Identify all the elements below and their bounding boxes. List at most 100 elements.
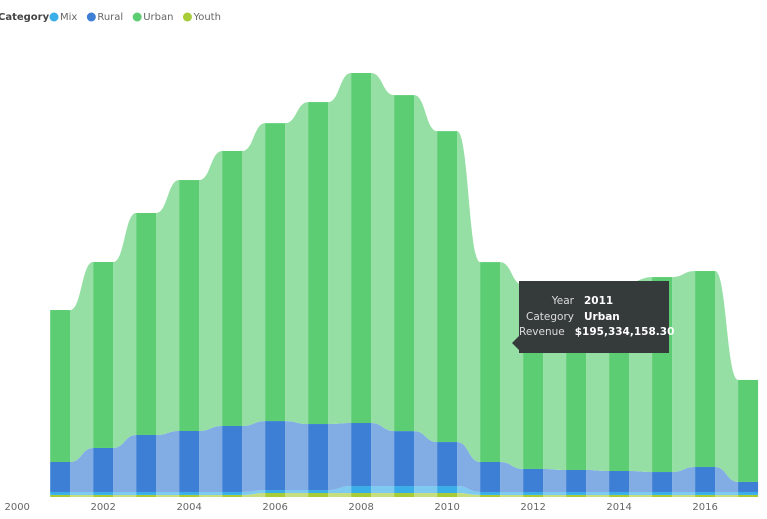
ribbon: [113, 491, 137, 495]
bar-segment: [351, 486, 372, 494]
ribbon: [500, 494, 524, 497]
ribbon: [586, 494, 610, 497]
ribbon: [414, 493, 438, 497]
bar-segment: [265, 421, 286, 491]
bar-segment: [222, 425, 243, 492]
x-tick-label: 2008: [348, 502, 373, 513]
bar-segment: [609, 471, 630, 492]
bar-segment: [523, 468, 544, 492]
bar-segment: [50, 491, 71, 495]
x-tick-label: 2000: [4, 502, 29, 513]
ribbon: [457, 131, 481, 462]
bar-segment: [566, 494, 587, 497]
ribbon: [328, 486, 352, 494]
ribbon: [70, 494, 94, 497]
bar-segment: [480, 262, 501, 462]
bar-segment: [136, 434, 157, 492]
ribbon: [70, 262, 94, 462]
bar-segment: [93, 262, 114, 448]
ribbon: [457, 442, 481, 492]
bar-segment: [308, 490, 329, 494]
bar-segment: [738, 494, 759, 497]
ribbon: [285, 490, 309, 494]
ribbon: [371, 423, 395, 487]
bar-segment: [394, 95, 415, 432]
ribbon: [457, 486, 481, 495]
bar-segment: [265, 123, 286, 422]
ribbon: [285, 421, 309, 491]
x-tick-label: 2016: [692, 502, 717, 513]
ribbon: [285, 102, 309, 425]
bar-segment: [652, 472, 673, 492]
legend-marker: [86, 12, 96, 22]
bar-segment: [695, 271, 716, 468]
tooltip-label: Year: [551, 295, 574, 307]
ribbon: [457, 493, 481, 497]
bar-segment: [265, 493, 286, 497]
ribbon: [371, 493, 395, 497]
ribbon: [500, 461, 524, 492]
bar-segment: [695, 491, 716, 495]
bar-segment: [738, 481, 759, 492]
ribbon: [371, 486, 395, 494]
bar-segment: [566, 491, 587, 495]
ribbon: [715, 467, 739, 492]
bar-segment: [566, 469, 587, 492]
ribbon: [113, 434, 137, 492]
bar-segment: [523, 491, 544, 495]
ribbon: [629, 471, 653, 492]
ribbon: [328, 423, 352, 491]
ribbon: [156, 491, 180, 495]
ribbon: [199, 494, 223, 497]
bar-segment: [480, 491, 501, 495]
ribbon: [199, 150, 223, 431]
bar-segment: [50, 461, 71, 492]
bar-segment: [480, 461, 501, 492]
ribbon: [242, 490, 266, 495]
bar-segment: [437, 442, 458, 487]
x-tick-label: 2004: [176, 502, 201, 513]
ribbon: [156, 430, 180, 492]
bar-segment: [222, 491, 243, 495]
ribbon: [242, 493, 266, 497]
bar-segment: [308, 493, 329, 497]
tooltip-label: Category: [526, 310, 574, 323]
ribbon: [672, 494, 696, 497]
bar-segment: [50, 310, 71, 462]
ribbon: [672, 271, 696, 473]
ribbon: [543, 491, 567, 495]
tooltip-row: Year 2011: [519, 295, 669, 311]
bar-segment: [179, 430, 200, 492]
bar-segment: [179, 491, 200, 495]
bar-segment: [222, 150, 243, 426]
bar-segment: [738, 491, 759, 495]
bar-segment: [652, 491, 673, 495]
bar-segment: [136, 491, 157, 495]
bar-segment: [437, 493, 458, 497]
x-tick-label: 2012: [520, 502, 545, 513]
ribbon: [328, 73, 352, 425]
ribbon: [672, 491, 696, 495]
bar-segment: [265, 490, 286, 494]
bar-segment: [394, 493, 415, 497]
ribbon: [543, 494, 567, 497]
tooltip-value: $195,334,158.30: [574, 326, 675, 338]
bar-segment: [609, 491, 630, 495]
tooltip: Year 2011 Category Urban Revenue $195,334,158…: [512, 281, 674, 353]
bar-segment: [93, 491, 114, 495]
bar-segment: [93, 447, 114, 492]
ribbon: [285, 493, 309, 497]
x-tick-label: 2006: [262, 502, 287, 513]
x-tick-label: 2002: [90, 502, 115, 513]
ribbon: [242, 123, 266, 426]
bar-segment: [695, 467, 716, 492]
bar-segment: [351, 493, 372, 497]
ribbon: [715, 491, 739, 495]
ribbon: [629, 491, 653, 495]
ribbon: [156, 494, 180, 497]
bar-segment: [351, 423, 372, 487]
ribbon: [500, 491, 524, 495]
bar-segment: [93, 494, 114, 497]
